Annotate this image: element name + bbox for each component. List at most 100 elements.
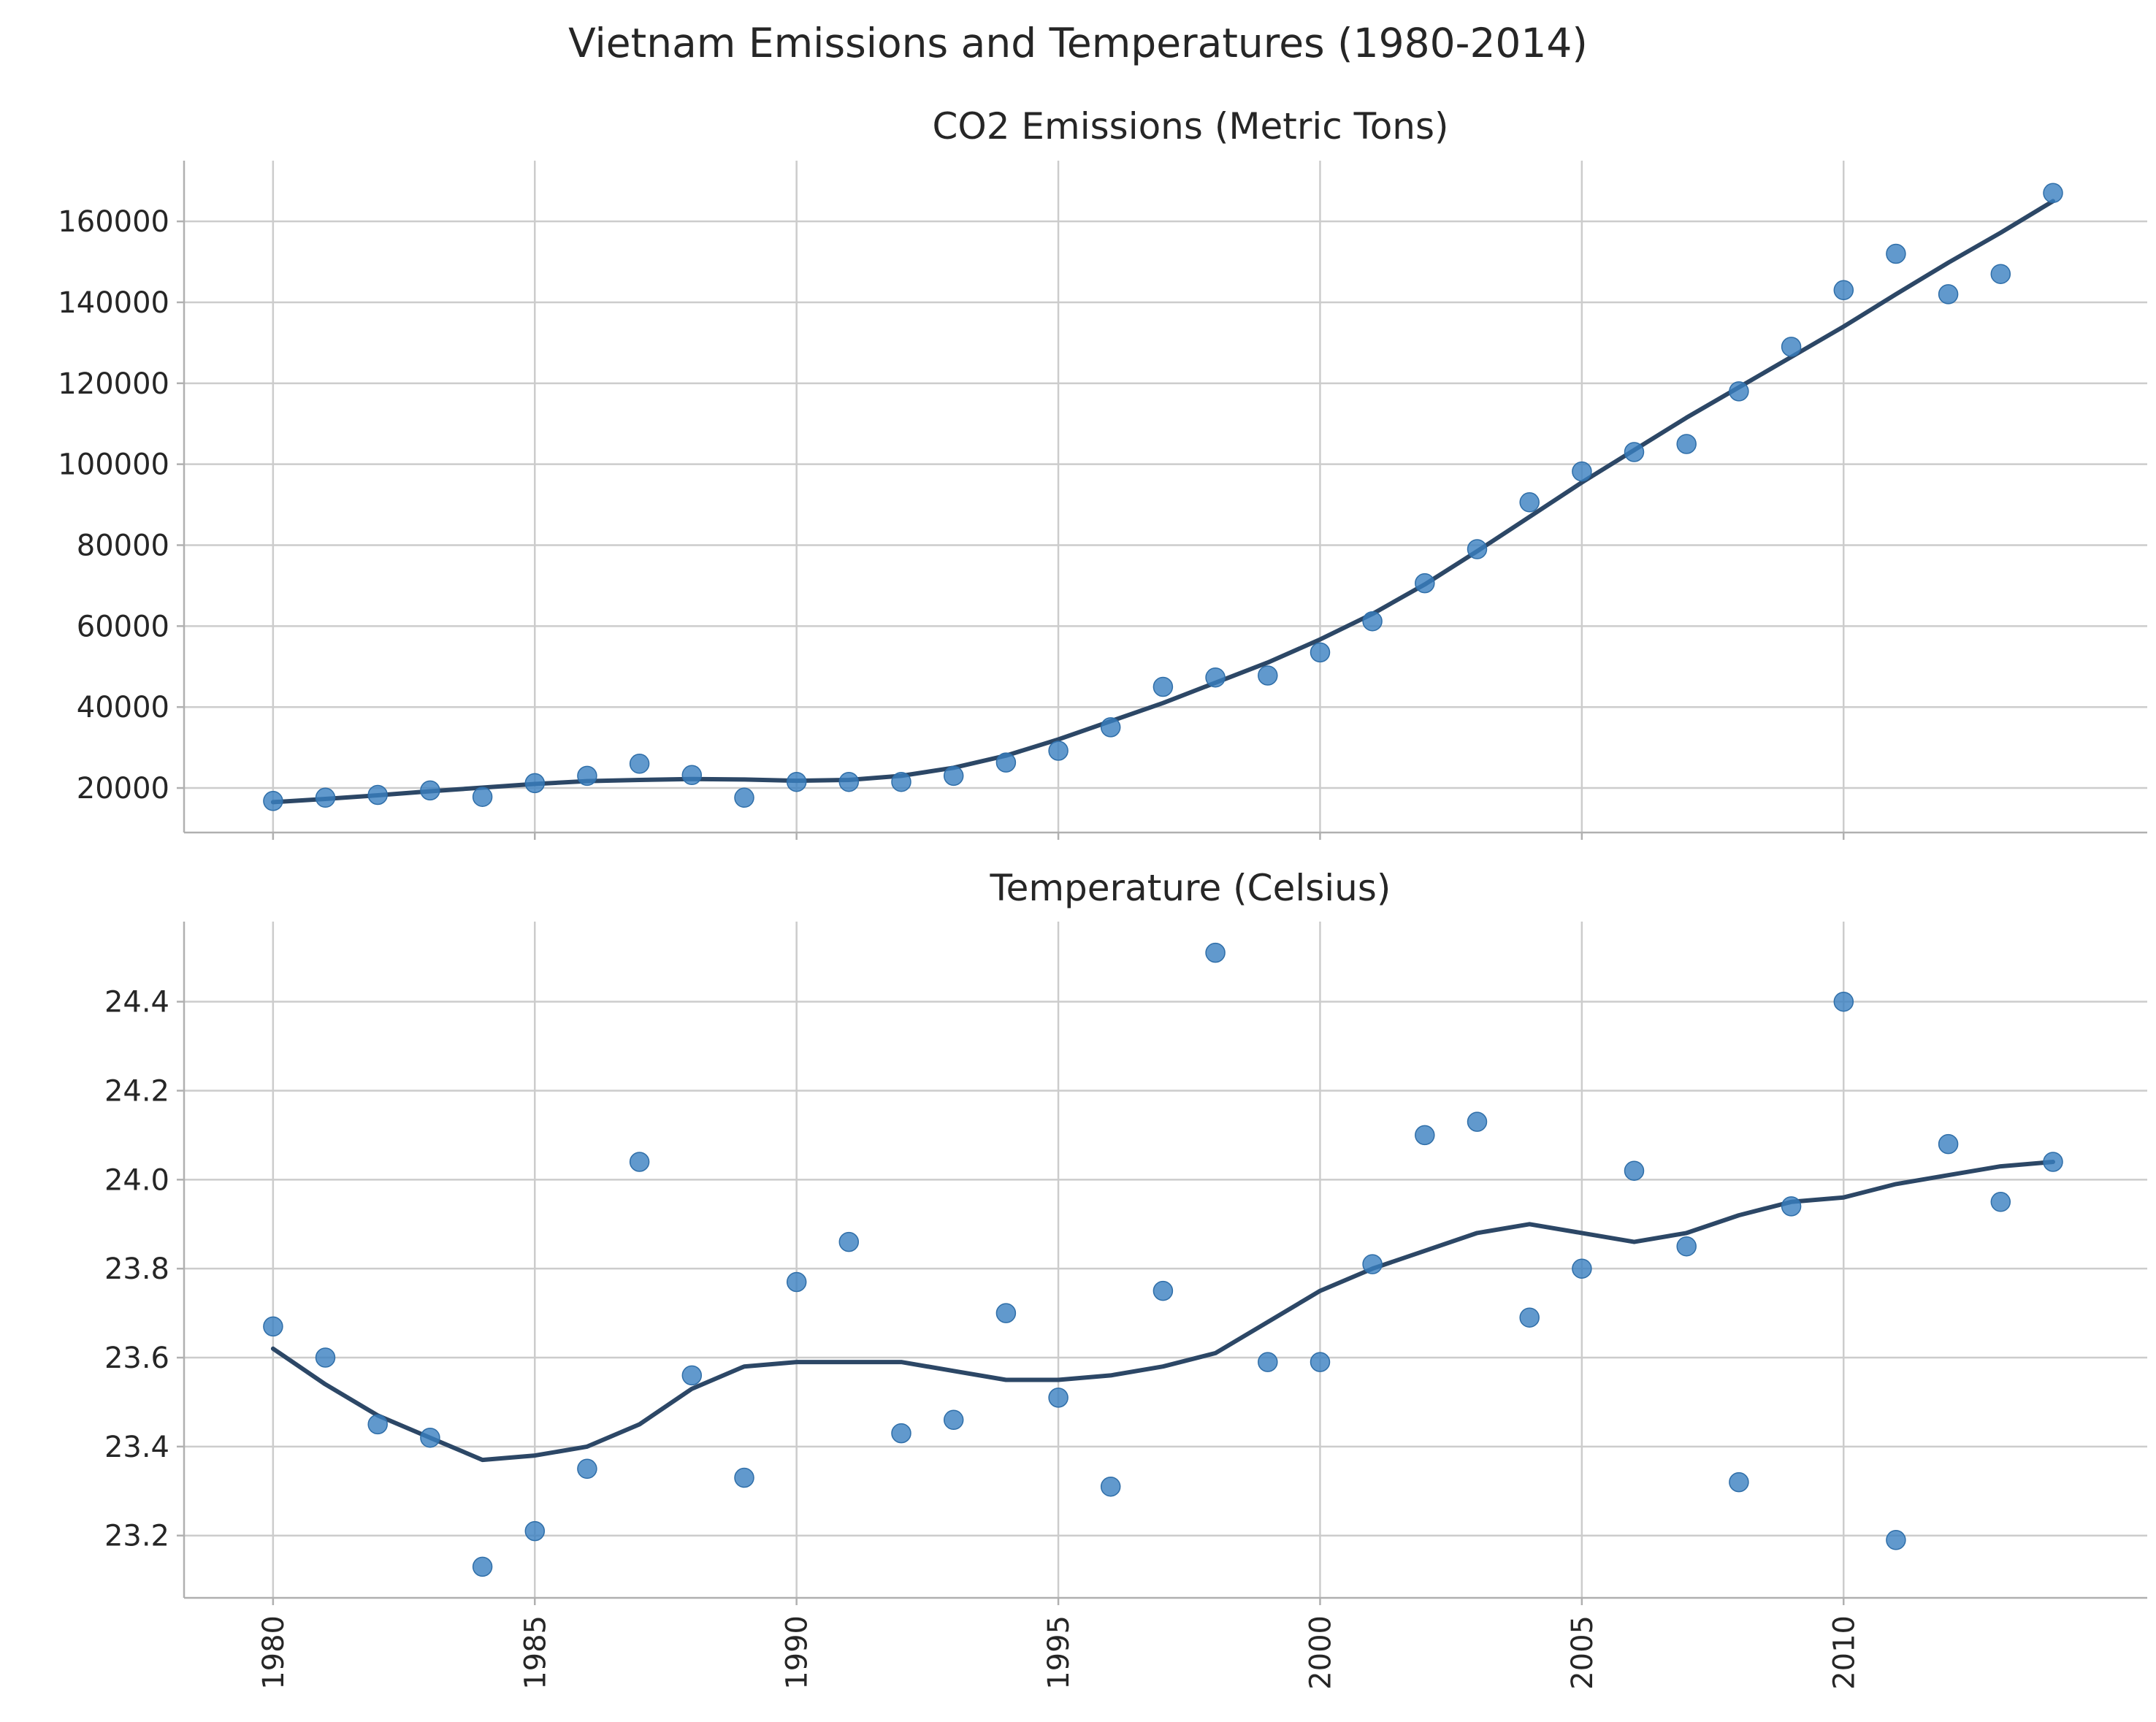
temperature-xtick-label: 1985 (519, 1615, 552, 1690)
temperature-point-1999 (1258, 1352, 1278, 1372)
co2-point-1990 (786, 771, 807, 792)
temperature-point-2006 (1624, 1160, 1645, 1181)
co2-ytick-label: 120000 (58, 367, 169, 401)
temperature-point-2014 (2043, 1152, 2063, 1172)
temperature-point-1985 (524, 1520, 546, 1542)
co2-ytick-label: 80000 (77, 529, 169, 563)
co2-point-2000 (1310, 642, 1331, 663)
co2-point-1987 (629, 754, 650, 774)
temperature-point-2004 (1519, 1307, 1540, 1328)
co2-point-2006 (1624, 442, 1645, 462)
co2-axes: 20000 40000 60000 80000 100000 120000 140000 16… (58, 161, 2147, 840)
temperature-point-1991 (838, 1231, 860, 1252)
temperature-point-1990 (786, 1271, 807, 1293)
co2-point-1997 (1152, 676, 1174, 697)
temperature-axes: 23.2 23.4 23.6 23.8 24.0 24.2 24.4 1980 1985 1990… (104, 922, 2147, 1690)
temperature-point-1997 (1152, 1280, 1174, 1301)
co2-ytick-label: 60000 (77, 610, 169, 643)
co2-panel-title: CO2 Emissions (Metric Tons) (932, 105, 1448, 148)
temperature-ytick-label: 23.6 (104, 1342, 169, 1375)
temperature-panel: 23.2 23.4 23.6 23.8 24.0 24.2 24.4 1980 1985 1990… (104, 867, 2147, 1690)
temperature-xtick-label: 1980 (257, 1615, 291, 1690)
co2-point-1980 (263, 791, 283, 811)
temperature-point-1987 (629, 1152, 650, 1172)
temperature-grid (184, 922, 2147, 1598)
temperature-point-1981 (315, 1347, 336, 1368)
co2-point-1981 (315, 787, 336, 808)
temperature-ytick-label: 23.4 (104, 1431, 169, 1464)
co2-point-1999 (1258, 665, 1278, 686)
co2-point-1983 (420, 780, 440, 801)
temperature-trend (270, 1160, 2055, 1463)
temperature-point-2000 (1310, 1352, 1331, 1372)
temperature-trend-line (270, 1160, 2055, 1463)
temperature-point-2012 (1938, 1133, 1959, 1155)
temperature-ytick-label: 23.8 (104, 1252, 169, 1286)
co2-point-1998 (1205, 667, 1226, 688)
co2-point-2009 (1781, 337, 1802, 357)
co2-point-2001 (1362, 611, 1383, 632)
co2-trend (270, 199, 2055, 805)
temperature-xtick-label: 1990 (781, 1615, 814, 1690)
co2-point-1985 (524, 773, 546, 794)
co2-point-2012 (1938, 284, 1959, 305)
co2-points (263, 183, 2063, 811)
temperature-xtick-label: 1995 (1042, 1615, 1076, 1690)
temperature-point-2001 (1362, 1254, 1383, 1274)
temperature-point-1983 (420, 1427, 440, 1448)
temperature-ytick-label: 23.2 (104, 1520, 169, 1553)
co2-point-1989 (734, 787, 754, 808)
co2-ytick-label: 100000 (58, 448, 169, 482)
co2-trend-line (270, 199, 2055, 805)
temperature-point-2002 (1415, 1125, 1435, 1146)
temperature-points (263, 942, 2063, 1577)
temperature-point-2010 (1833, 991, 1854, 1012)
co2-grid (184, 161, 2147, 833)
temperature-point-2011 (1886, 1530, 1906, 1550)
temperature-point-1982 (367, 1414, 388, 1435)
co2-point-1988 (681, 765, 703, 786)
co2-point-2011 (1886, 243, 1906, 264)
co2-point-1986 (577, 765, 597, 787)
co2-point-2002 (1415, 573, 1435, 594)
temperature-point-1988 (681, 1365, 703, 1386)
temperature-point-1989 (734, 1467, 754, 1488)
co2-point-2007 (1676, 434, 1697, 454)
figure-title: Vietnam Emissions and Temperatures (1980… (568, 20, 1588, 66)
co2-point-1994 (995, 752, 1017, 773)
temperature-point-2009 (1781, 1196, 1802, 1217)
co2-point-1984 (472, 787, 493, 807)
co2-point-1991 (838, 771, 860, 792)
temperature-point-2008 (1729, 1472, 1749, 1493)
co2-point-2004 (1519, 492, 1540, 513)
co2-point-2014 (2043, 183, 2063, 204)
co2-point-2010 (1833, 280, 1854, 301)
temperature-point-1998 (1205, 942, 1226, 963)
temperature-panel-title: Temperature (Celsius) (990, 867, 1391, 909)
co2-point-1993 (943, 765, 964, 787)
temperature-point-1996 (1100, 1476, 1121, 1497)
temperature-point-2007 (1676, 1236, 1697, 1257)
temperature-point-1986 (577, 1458, 597, 1480)
co2-point-1996 (1100, 717, 1121, 738)
co2-point-2008 (1729, 381, 1749, 402)
temperature-point-1995 (1048, 1388, 1069, 1408)
temperature-ytick-label: 24.0 (104, 1163, 169, 1197)
temperature-xtick-label: 2000 (1304, 1615, 1337, 1690)
temperature-point-1992 (891, 1423, 911, 1444)
co2-emissions-panel: 20000 40000 60000 80000 100000 120000 140000 16… (58, 105, 2147, 840)
co2-ytick-label: 160000 (58, 205, 169, 239)
temperature-point-1994 (995, 1303, 1017, 1323)
co2-point-1982 (367, 784, 388, 805)
co2-point-2013 (1990, 264, 2011, 284)
temperature-xtick-label: 2005 (1566, 1615, 1599, 1690)
co2-point-1992 (891, 771, 911, 792)
temperature-point-2013 (1990, 1192, 2011, 1212)
temperature-point-1984 (472, 1556, 493, 1577)
co2-point-2003 (1467, 539, 1488, 559)
temperature-ytick-label: 24.2 (104, 1075, 169, 1109)
temperature-point-2003 (1467, 1111, 1488, 1132)
co2-point-2005 (1572, 461, 1592, 482)
temperature-ytick-label: 24.4 (104, 986, 169, 1019)
